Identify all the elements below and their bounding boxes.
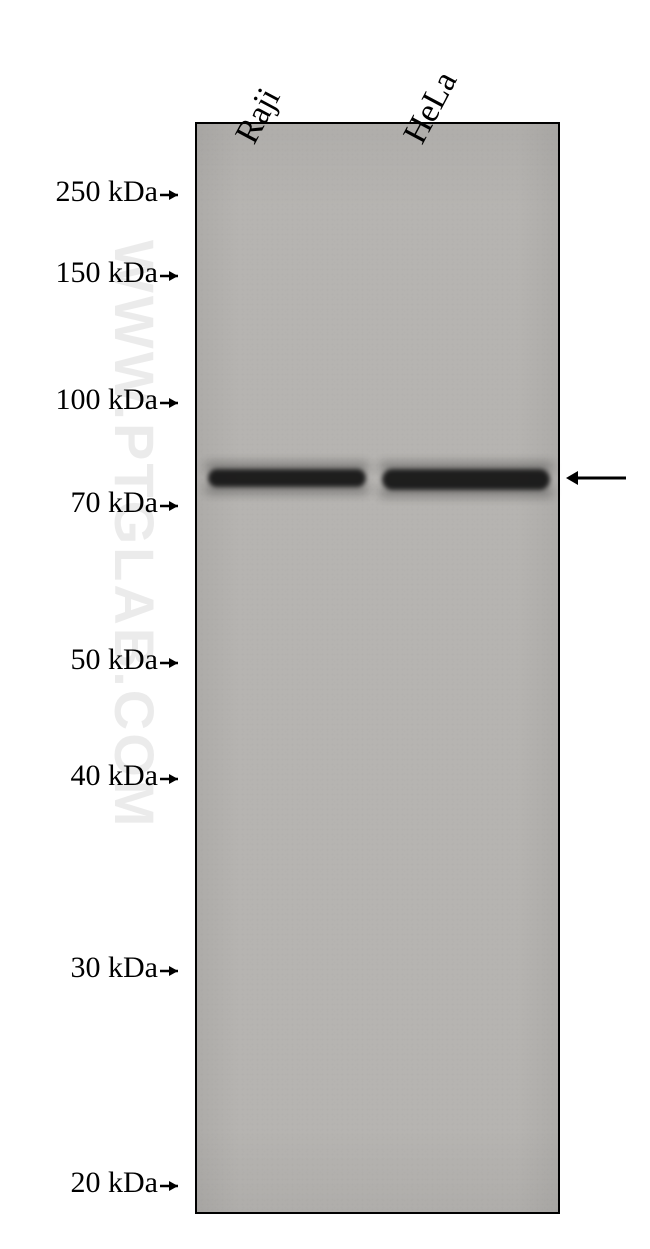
mw-marker: 20 kDa <box>71 1166 188 1200</box>
protein-band <box>382 469 550 490</box>
mw-marker-label: 150 kDa <box>56 256 158 289</box>
mw-marker-label: 50 kDa <box>71 643 158 676</box>
mw-marker-label: 30 kDa <box>71 951 158 984</box>
mw-marker: 40 kDa <box>71 759 188 793</box>
mw-marker-arrow-icon <box>160 266 188 286</box>
protein-band <box>208 469 366 487</box>
mw-marker: 50 kDa <box>71 643 188 677</box>
mw-marker-label: 70 kDa <box>71 486 158 519</box>
watermark-text: WWW.PTGLAB.COM <box>102 240 167 829</box>
mw-marker-arrow-icon <box>160 653 188 673</box>
mw-marker-label: 20 kDa <box>71 1166 158 1199</box>
mw-marker: 100 kDa <box>56 383 188 417</box>
mw-marker-arrow-icon <box>160 496 188 516</box>
blot-background <box>195 122 560 1214</box>
mw-marker-arrow-icon <box>160 1176 188 1196</box>
band-pointer-arrow <box>566 466 626 490</box>
mw-marker-label: 40 kDa <box>71 759 158 792</box>
mw-marker-arrow-icon <box>160 185 188 205</box>
blot-membrane <box>195 122 560 1214</box>
mw-marker-arrow-icon <box>160 769 188 789</box>
mw-marker-arrow-icon <box>160 393 188 413</box>
mw-marker: 250 kDa <box>56 175 188 209</box>
figure-root: WWW.PTGLAB.COM RajiHeLa 250 kDa150 kDa10… <box>0 0 650 1249</box>
mw-marker-label: 100 kDa <box>56 383 158 416</box>
mw-marker-arrow-icon <box>160 961 188 981</box>
mw-marker-label: 250 kDa <box>56 175 158 208</box>
mw-marker: 150 kDa <box>56 256 188 290</box>
mw-marker: 70 kDa <box>71 486 188 520</box>
mw-marker: 30 kDa <box>71 951 188 985</box>
